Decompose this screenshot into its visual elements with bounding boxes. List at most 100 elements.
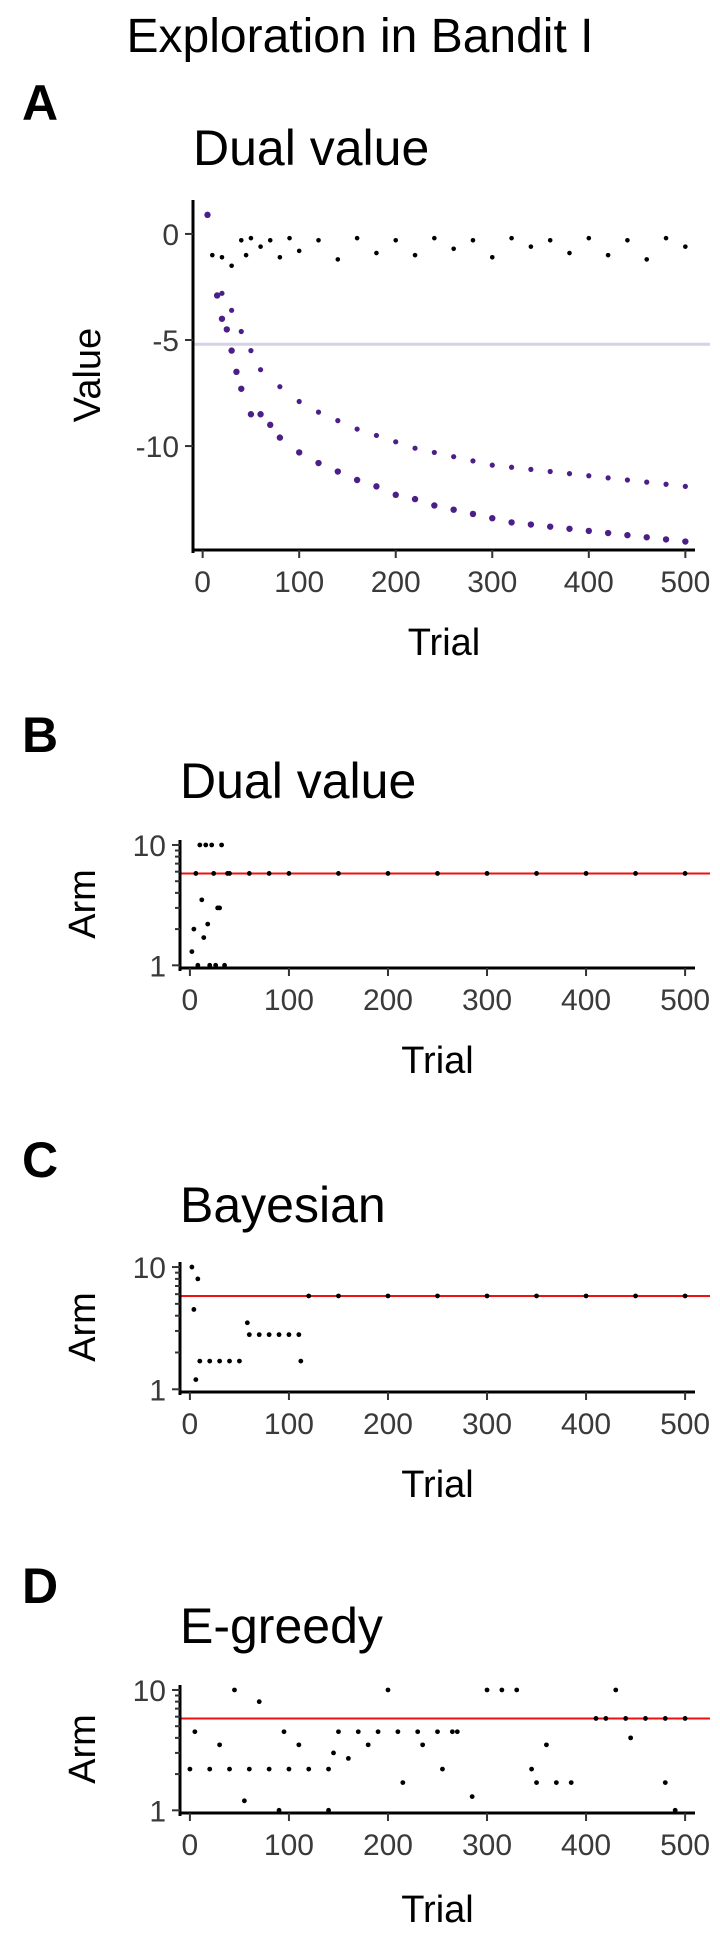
panel-c-point	[435, 1293, 440, 1299]
panel-c-y-tick-label: 1	[149, 1374, 166, 1407]
panel-d-x-tick-label: 300	[462, 1829, 512, 1862]
panel-b-point	[211, 871, 217, 876]
panel-d-point	[514, 1687, 520, 1693]
panel-a-series-2-point	[219, 290, 225, 296]
panel-d-title: E-greedy	[180, 1598, 383, 1654]
panel-d-point	[331, 1750, 336, 1756]
panel-c-point	[286, 1332, 292, 1338]
panel-a-x-tick-label: 0	[194, 566, 211, 599]
panel-a-series-1-point	[662, 536, 670, 543]
panel-a-series-0-point	[258, 244, 263, 249]
panel-a-x-axis-label: Trial	[408, 622, 480, 664]
panel-a-series-1-point	[276, 434, 284, 441]
panel-b-x-tick-label: 200	[363, 984, 413, 1017]
panel-a-series-2-point	[682, 483, 688, 489]
panel-a-series-0-point	[432, 235, 437, 241]
panel-d-point	[435, 1729, 440, 1735]
panel-d-point	[643, 1716, 648, 1721]
panel-d-point	[613, 1687, 619, 1693]
panel-a-series-1-point	[450, 506, 457, 513]
panel-b-point	[246, 871, 252, 876]
panel-a-x-tick-label: 200	[371, 566, 421, 599]
panel-a-series-2-point	[663, 481, 669, 487]
panel-a-series-2-point	[277, 384, 283, 390]
panel-a-series-0-point	[528, 244, 534, 249]
panel-a-series-0-point	[586, 235, 592, 241]
panel-c-title: Bayesian	[180, 1177, 386, 1233]
panel-d-y-tick-label: 1	[149, 1795, 166, 1828]
panel-b-x-tick-label: 100	[264, 984, 314, 1017]
panel-a-series-0-point	[248, 235, 254, 241]
panel-d-y-tick-label: 10	[133, 1675, 166, 1708]
panel-d-point	[628, 1735, 634, 1741]
panel-b-point	[534, 871, 539, 876]
panel-a-letter: A	[22, 75, 58, 131]
figure-title: Exploration in Bandit I	[127, 10, 594, 63]
panel-d-letter: D	[22, 1558, 58, 1614]
panel-c-point	[633, 1293, 638, 1299]
panel-a-series-2-point	[470, 458, 476, 464]
panel-d-point	[306, 1766, 312, 1772]
panel-b-x-tick-label: 400	[561, 984, 611, 1017]
panel-a-series-2-point	[393, 439, 399, 445]
panel-b-point	[197, 842, 203, 848]
panel-d-point	[286, 1766, 292, 1772]
panel-a-series-1-point	[353, 476, 361, 484]
panel-a-series-1-point	[643, 534, 650, 541]
panel-c-x-tick-label: 0	[182, 1408, 199, 1441]
panel-a-series-1-point	[233, 368, 240, 376]
panel-c-y-tick-label: 10	[133, 1252, 166, 1285]
panel-a-series-2-point	[204, 212, 211, 218]
panel-a-y-tick-label: -5	[152, 325, 179, 358]
panel-a-series-1-point	[238, 385, 245, 392]
panel-c-point	[276, 1332, 282, 1338]
panel-b-letter: B	[22, 707, 58, 763]
panel-d-point	[187, 1766, 193, 1772]
panel-a-series-0-point	[489, 254, 495, 260]
panel-a-series-0-point	[354, 235, 360, 241]
panel-c-point	[306, 1293, 312, 1299]
panel-d-point	[192, 1729, 198, 1735]
panel-b-point	[484, 871, 490, 876]
panel-d: E-greedy 0 100 200 300 400 500 10 1 Trial Arm	[62, 1598, 710, 1931]
panel-a-series-2-point	[566, 471, 573, 477]
panel-d-point	[355, 1729, 361, 1735]
panel-d-point	[281, 1729, 287, 1735]
panel-d-x-tick-label: 100	[264, 1829, 314, 1862]
panel-b-point	[682, 871, 688, 876]
panel-d-point	[529, 1766, 534, 1772]
panel-b-point	[217, 905, 223, 911]
panel-a-series-2-point	[229, 307, 235, 313]
panel-a-series-1-point	[527, 521, 535, 528]
panel-c-point	[191, 1307, 197, 1312]
panel-a-series-0-point	[393, 238, 399, 243]
panel-d-point	[603, 1716, 609, 1721]
panel-a-title: Dual value	[193, 120, 429, 176]
panel-a-series-0-point	[470, 238, 476, 243]
panel-a-series-2-point	[354, 426, 360, 432]
panel-b-point	[219, 842, 224, 848]
panel-d-point	[662, 1780, 668, 1785]
panel-a-series-0-point	[412, 252, 418, 258]
panel-a-y-tick-label: 0	[162, 219, 179, 252]
panel-b-point	[435, 871, 440, 876]
panel-a-series-0-point	[567, 250, 572, 256]
panel-a-series-2-point	[257, 367, 264, 373]
panel-d-x-tick-label: 400	[561, 1829, 611, 1862]
panel-d-point	[395, 1729, 401, 1735]
panel-b-point	[336, 871, 341, 876]
panel-a-series-1-point	[228, 347, 235, 354]
panel-a-series-1-point	[469, 510, 477, 518]
panel-c: Bayesian 0 100 200 300 400 500 10 1 Trial Arm	[62, 1177, 710, 1506]
panel-a-series-2-point	[451, 454, 457, 460]
panel-c-point	[336, 1293, 341, 1299]
panel-d-point	[469, 1794, 475, 1800]
panel-a-series-0-point	[210, 252, 215, 258]
panel-b-y-tick-label: 1	[149, 950, 166, 983]
panel-d-point	[544, 1742, 549, 1748]
panel-d-point	[207, 1766, 213, 1772]
panel-a-series-1-point	[218, 315, 226, 322]
panel-b-point	[633, 871, 638, 876]
panel-c-x-axis-label: Trial	[401, 1464, 473, 1506]
